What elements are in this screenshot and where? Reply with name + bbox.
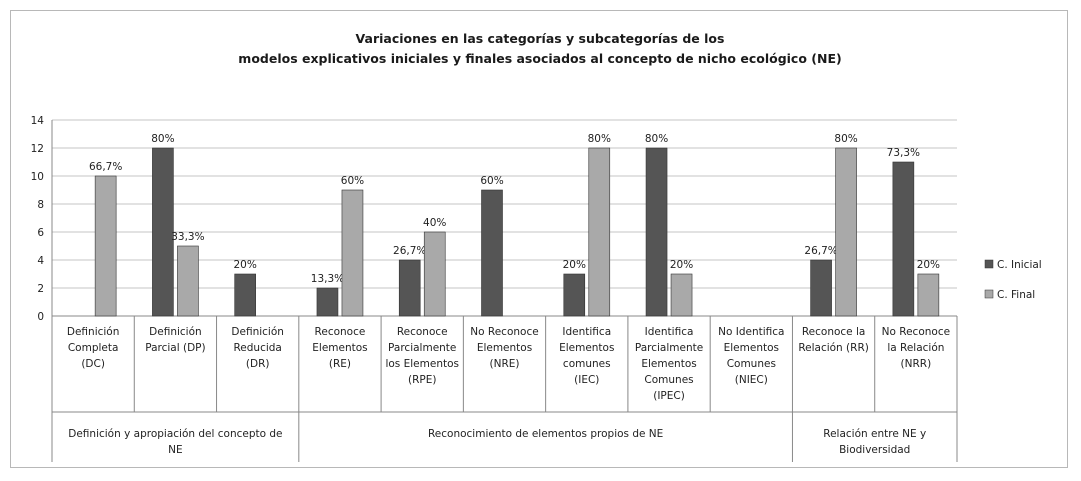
category-label: Identifica <box>562 326 611 338</box>
y-tick-label: 10 <box>31 171 44 183</box>
bar-value-label: 80% <box>834 133 857 145</box>
bar-value-label: 20% <box>670 259 693 271</box>
category-label: Elementos <box>559 342 614 354</box>
bar-value-label: 20% <box>563 259 586 271</box>
bar <box>177 245 199 317</box>
category-label: Parcialmente <box>388 342 456 354</box>
category-label: Elementos <box>312 342 367 354</box>
y-tick-label: 6 <box>37 227 44 239</box>
category-label: Completa <box>68 342 119 354</box>
bar-value-label: 26,7% <box>393 245 426 257</box>
bar <box>810 259 832 317</box>
group-label: Relación entre NE y <box>823 428 926 440</box>
category-label: Parcialmente <box>635 342 703 354</box>
category-label: Reconoce la <box>802 326 865 338</box>
group-label: Definición y apropiación del concepto de <box>68 428 282 440</box>
bar-value-label: 80% <box>645 133 668 145</box>
category-label: Definición <box>149 326 202 338</box>
bar-value-label: 73,3% <box>887 147 920 159</box>
legend-label: C. Inicial <box>997 259 1042 271</box>
legend-swatch <box>984 259 994 269</box>
bar-value-label: 13,3% <box>311 273 344 285</box>
category-label: No Reconoce <box>882 326 950 338</box>
category-label: Comunes <box>727 358 776 370</box>
bar <box>835 147 857 317</box>
category-label: No Reconoce <box>470 326 538 338</box>
group-label: Reconocimiento de elementos propios de N… <box>428 428 663 440</box>
y-tick-label: 0 <box>37 311 44 323</box>
chart-frame: Variaciones en las categorías y subcateg… <box>10 10 1068 468</box>
legend-label: C. Final <box>997 289 1035 301</box>
category-label: (DC) <box>81 358 105 370</box>
chart-title-line-1: Variaciones en las categorías y subcateg… <box>355 31 725 46</box>
bar-value-label: 80% <box>151 133 174 145</box>
bar <box>94 175 117 317</box>
category-label: Elementos <box>477 342 532 354</box>
chart-title-line-2: modelos explicativos iniciales y finales… <box>238 51 842 66</box>
category-label: (DR) <box>246 358 270 370</box>
bar-value-label: 80% <box>588 133 611 145</box>
category-label: Relación (RR) <box>798 342 869 354</box>
category-label: Reducida <box>233 342 281 354</box>
y-tick-label: 2 <box>37 283 44 295</box>
y-tick-label: 14 <box>31 115 45 127</box>
category-label: Reconoce <box>315 326 366 338</box>
bar <box>481 189 503 317</box>
category-label: Reconoce <box>397 326 448 338</box>
category-label: (IPEC) <box>653 390 685 402</box>
bar-value-label: 33,3% <box>171 231 204 243</box>
category-label: (NRR) <box>901 358 932 370</box>
category-label: Identifica <box>645 326 694 338</box>
bar <box>423 231 446 317</box>
bar <box>234 273 256 317</box>
category-label: Comunes <box>644 374 693 386</box>
bar-value-label: 26,7% <box>804 245 837 257</box>
category-label: Definición <box>231 326 284 338</box>
y-tick-label: 4 <box>37 255 44 267</box>
bar <box>917 273 940 317</box>
category-label: comunes <box>563 358 611 370</box>
bar-value-label: 60% <box>480 175 503 187</box>
category-label: (IEC) <box>574 374 599 386</box>
bar <box>645 147 668 317</box>
category-label: (NIEC) <box>735 374 768 386</box>
bar <box>563 273 586 317</box>
bar-value-label: 20% <box>917 259 940 271</box>
bar <box>316 287 339 317</box>
bar <box>341 189 364 317</box>
category-label: Parcial (DP) <box>145 342 205 354</box>
bar <box>892 161 915 317</box>
y-tick-label: 8 <box>37 199 44 211</box>
category-label: No Identifica <box>718 326 784 338</box>
category-label: (RPE) <box>408 374 436 386</box>
bar-value-label: 66,7% <box>89 161 122 173</box>
bar <box>588 147 611 317</box>
category-label: Definición <box>67 326 120 338</box>
group-label: NE <box>168 444 183 456</box>
category-label: (NRE) <box>490 358 520 370</box>
category-label: Elementos <box>724 342 779 354</box>
bar <box>398 259 421 317</box>
bar-value-label: 20% <box>234 259 257 271</box>
group-label: Biodiversidad <box>839 444 910 456</box>
bar <box>152 147 174 317</box>
legend-swatch <box>984 289 994 299</box>
category-label: la Relación <box>887 342 944 354</box>
bar-value-label: 60% <box>341 175 364 187</box>
y-tick-label: 12 <box>31 143 44 155</box>
category-label: (RE) <box>329 358 351 370</box>
bar-value-label: 40% <box>423 217 446 229</box>
category-label: los Elementos <box>385 358 459 370</box>
category-label: Elementos <box>641 358 696 370</box>
bar <box>670 273 693 317</box>
